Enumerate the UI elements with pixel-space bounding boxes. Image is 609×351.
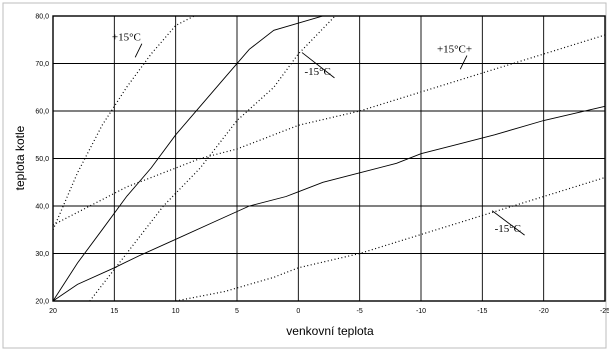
series-line-1 xyxy=(52,15,329,302)
y-tick-label: 20,0 xyxy=(35,299,49,306)
annotation-label: -15°C xyxy=(495,223,521,235)
x-axis-title: venkovní teplota xyxy=(286,324,374,338)
x-tick-label: -10 xyxy=(416,308,426,315)
x-tick-label: -25 xyxy=(600,308,609,315)
x-tick-label: 0 xyxy=(296,308,300,315)
y-tick-label: 70,0 xyxy=(35,61,49,68)
x-tick-label: 15 xyxy=(110,308,118,315)
series-line-6 xyxy=(175,176,606,302)
x-tick-label: 10 xyxy=(172,308,180,315)
y-tick-label: 80,0 xyxy=(35,14,49,21)
series-line-2 xyxy=(52,105,606,302)
annotation-label: -15°C xyxy=(304,66,330,78)
y-axis-title: teplota kotle xyxy=(13,125,27,190)
annotation-label: +15°C xyxy=(112,32,141,44)
plot-border xyxy=(52,15,606,302)
y-tick-label: 40,0 xyxy=(35,204,49,211)
x-tick-label: -20 xyxy=(539,308,549,315)
annotation-label: +15°C+ xyxy=(437,44,472,56)
annotation-leader xyxy=(459,55,468,70)
annotation-leader xyxy=(301,52,335,79)
x-tick-label: 5 xyxy=(235,308,239,315)
x-tick-label: -15 xyxy=(477,308,487,315)
y-tick-label: 30,0 xyxy=(35,251,49,258)
series-line-4 xyxy=(89,15,336,302)
annotation-leader xyxy=(491,210,525,236)
y-tick-label: 50,0 xyxy=(35,156,49,163)
x-tick-label: -5 xyxy=(357,308,363,315)
y-tick-label: 60,0 xyxy=(35,109,49,116)
x-tick-label: 20 xyxy=(49,308,57,315)
annotation-leader xyxy=(134,43,143,58)
